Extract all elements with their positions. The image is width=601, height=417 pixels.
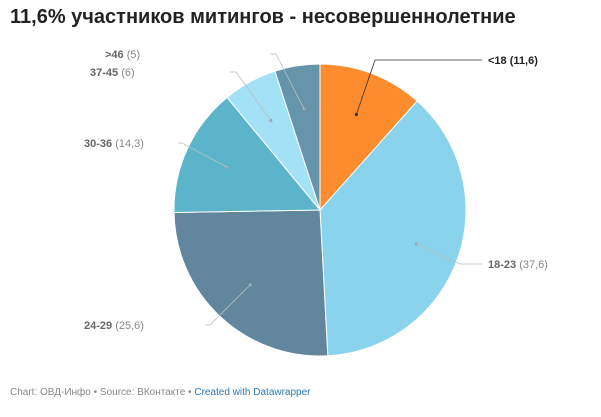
label-leaders <box>178 53 482 326</box>
leader-line-3 <box>205 284 251 326</box>
slice-label-name: 30-36 <box>84 138 112 150</box>
footer-separator: • <box>90 387 100 398</box>
slice-label-3: 24-29 (25,6) <box>84 320 144 332</box>
chart-credit: Chart: ОВД-Инфо <box>10 387 91 398</box>
slice-label-4: 30-36 (14,3) <box>84 138 144 150</box>
slice-label-value: (25,6) <box>112 320 144 332</box>
slice-label-value: (37,6) <box>516 259 548 271</box>
footer-separator: • <box>185 387 195 398</box>
pie-slice-4 <box>173 96 322 214</box>
pie-slice-3 <box>173 209 329 357</box>
slice-label-1: <18 (11,6) <box>488 55 538 67</box>
pie-slices <box>173 63 467 357</box>
datawrapper-link[interactable]: Created with Datawrapper <box>194 387 311 398</box>
chart-footer: Chart: ОВД-Инфо • Source: ВКонтакте • Cr… <box>10 387 311 398</box>
pie-slice-2 <box>319 100 467 357</box>
leader-line-4 <box>178 142 228 168</box>
chart-title: 11,6% участников митингов - несовершенно… <box>10 6 516 28</box>
leader-line-1 <box>356 59 482 115</box>
slice-label-5: 37-45 (6) <box>90 67 135 79</box>
slice-label-2: 18-23 (37,6) <box>488 259 548 271</box>
pie-slice-1 <box>319 63 418 212</box>
slice-label-name: 24-29 <box>84 320 112 332</box>
leader-line-6 <box>270 53 305 110</box>
slice-label-value: (6) <box>118 67 135 79</box>
slice-label-name: >46 <box>105 49 124 61</box>
slice-label-name: 37-45 <box>90 67 118 79</box>
slice-label-6: >46 (5) <box>105 49 140 61</box>
slice-label-value: (14,3) <box>112 138 144 150</box>
slice-label-value: (11,6) <box>507 55 539 67</box>
chart-source: Source: ВКонтакте <box>99 387 186 398</box>
leader-line-5 <box>230 71 272 121</box>
slice-label-value: (5) <box>124 49 141 61</box>
slice-label-name: 18-23 <box>488 259 516 271</box>
slice-labels: <18 (11,6) 18-23 (37,6) 24-29 (25,6) 30-36 … <box>84 49 548 332</box>
pie-slice-6 <box>274 63 321 211</box>
leader-line-2 <box>416 243 482 265</box>
slice-label-name: <18 <box>488 55 507 67</box>
